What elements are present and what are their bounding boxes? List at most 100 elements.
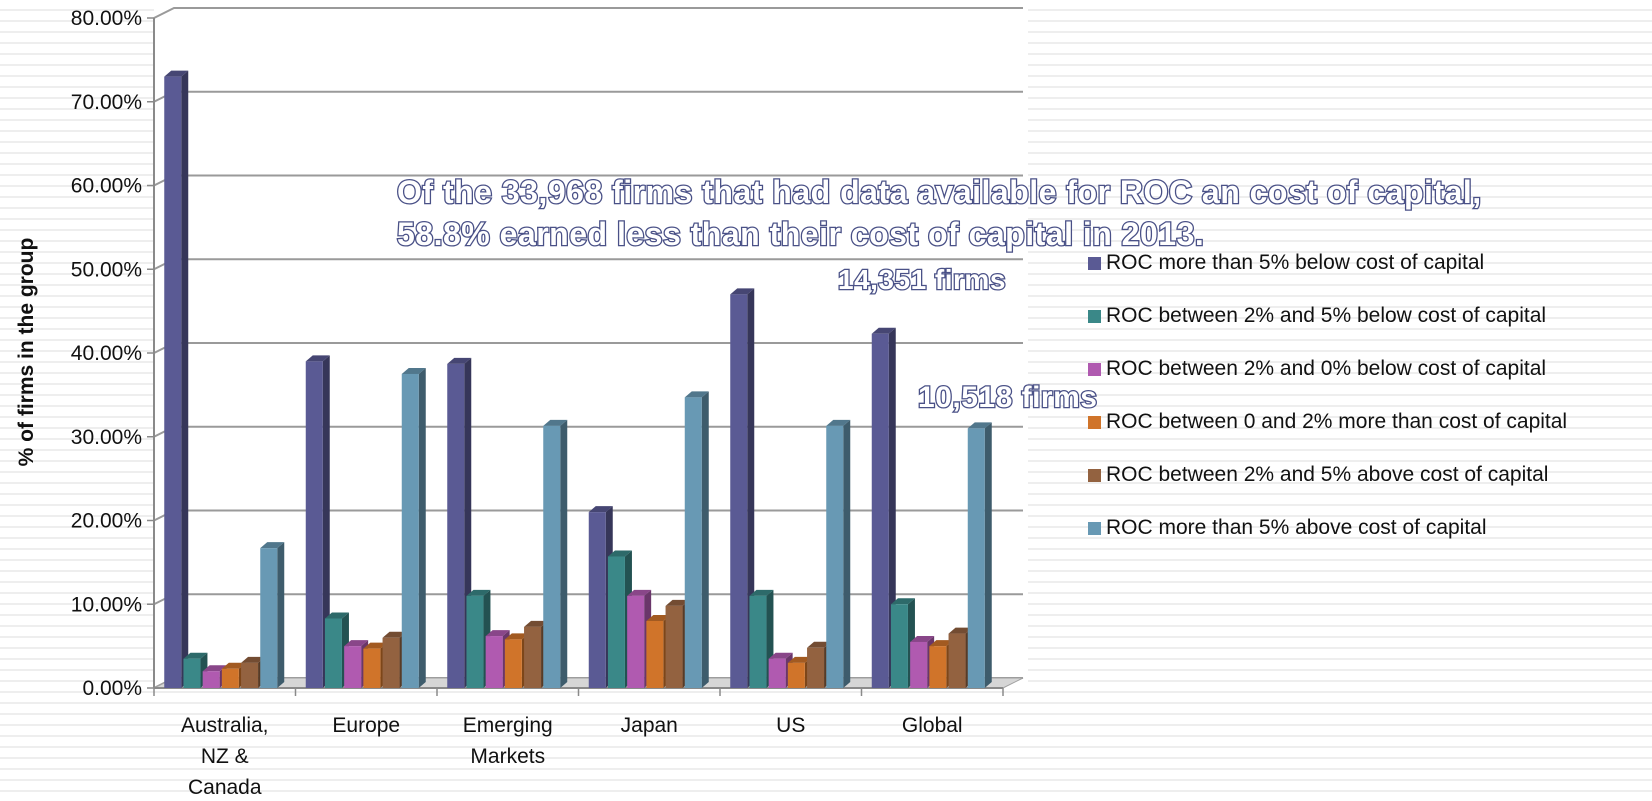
- bar-front: [382, 637, 400, 688]
- legend-swatch: [1088, 522, 1101, 535]
- bar-side: [560, 419, 568, 688]
- bar-front: [749, 595, 767, 688]
- bar: [447, 357, 472, 688]
- bar-front: [524, 626, 542, 688]
- bar: [164, 70, 189, 688]
- bar: [730, 288, 755, 688]
- bar-top: [588, 506, 613, 513]
- firms-above-count-annotation: 10,518 firms: [918, 381, 1097, 414]
- bar-top: [524, 620, 549, 627]
- bar-front: [627, 595, 645, 688]
- bar-front: [466, 595, 484, 688]
- bar-front: [646, 621, 664, 688]
- bar-front: [871, 333, 889, 688]
- y-tick-label: 60.00%: [71, 175, 142, 198]
- bar-top: [401, 367, 426, 374]
- legend-label: ROC more than 5% below cost of capital: [1106, 251, 1484, 274]
- bar-front: [665, 605, 683, 688]
- bar-front: [929, 646, 947, 688]
- x-category-label: Global: [902, 714, 963, 737]
- bar-top: [543, 419, 568, 426]
- legend-label: ROC more than 5% above cost of capital: [1106, 516, 1487, 539]
- bar-top: [221, 662, 246, 669]
- bar-front: [221, 668, 239, 688]
- bar-top: [260, 542, 285, 549]
- bar: [871, 327, 896, 688]
- bar-top: [929, 640, 954, 647]
- gridline: [153, 7, 1023, 19]
- bar-front: [948, 633, 966, 688]
- legend-label: ROC between 2% and 0% below cost of capi…: [1106, 357, 1546, 380]
- bar-front: [730, 294, 748, 688]
- bar: [768, 652, 793, 688]
- bar-front: [260, 548, 278, 688]
- bar-top: [807, 641, 832, 648]
- legend: ROC more than 5% below cost of capital RO…: [1088, 251, 1567, 539]
- bar: [749, 589, 774, 688]
- bar-top: [447, 357, 472, 364]
- bar-front: [607, 556, 625, 688]
- legend-swatch: [1088, 416, 1101, 429]
- bar-top: [164, 70, 189, 77]
- legend-label: ROC between 0 and 2% more than cost of c…: [1106, 410, 1567, 433]
- bar-top: [363, 642, 388, 649]
- bar-front: [164, 76, 182, 688]
- bar-top: [967, 422, 992, 429]
- bar-side: [418, 367, 426, 688]
- bar-front: [401, 373, 419, 688]
- bar-front: [543, 425, 561, 688]
- bar-top: [466, 589, 491, 596]
- bar: [967, 422, 992, 688]
- bar-side: [984, 422, 992, 688]
- bar-side: [888, 327, 896, 688]
- x-category-label: Australia, NZ & Canada: [181, 714, 269, 799]
- x-category-label: US: [776, 714, 805, 737]
- bar-front: [807, 647, 825, 688]
- bar-top: [787, 656, 812, 663]
- bar-top: [910, 635, 935, 642]
- bar-top: [241, 656, 266, 663]
- bar-front: [588, 512, 606, 688]
- bar-front: [241, 662, 259, 688]
- y-axis-title: % of firms in the group: [15, 238, 38, 467]
- bar-top: [202, 665, 227, 672]
- bar-top: [768, 652, 793, 659]
- bar-side: [701, 391, 709, 688]
- legend-item: ROC between 2% and 5% above cost of capi…: [1088, 463, 1548, 486]
- firms-below-count-annotation: 14,351 firms: [838, 264, 1006, 295]
- bar-top: [730, 288, 755, 295]
- bar-top: [607, 550, 632, 557]
- bar-front: [447, 363, 465, 688]
- legend-swatch: [1088, 257, 1101, 270]
- bar-top: [890, 598, 915, 605]
- bar-top: [948, 627, 973, 634]
- bar-front: [305, 361, 323, 688]
- bar-front: [890, 604, 908, 688]
- bar-side: [747, 288, 755, 688]
- bar-side: [277, 542, 285, 688]
- legend-item: ROC between 2% and 5% below cost of capi…: [1088, 304, 1546, 327]
- bar-top: [627, 589, 652, 596]
- bar: [890, 598, 915, 688]
- bar: [305, 355, 330, 688]
- bar-front: [826, 425, 844, 688]
- bar: [260, 542, 285, 688]
- y-tick-label: 80.00%: [71, 7, 142, 30]
- bar: [401, 367, 426, 688]
- y-tick-label: 40.00%: [71, 342, 142, 365]
- y-tick-label: 50.00%: [71, 258, 142, 281]
- legend-item: ROC more than 5% below cost of capital: [1088, 251, 1484, 274]
- bar-top: [183, 652, 208, 659]
- y-tick-label: 70.00%: [71, 91, 142, 114]
- y-tick-label: 0.00%: [82, 677, 142, 700]
- bar-top: [871, 327, 896, 334]
- bar-top: [646, 615, 671, 621]
- bar-front: [363, 648, 381, 688]
- legend-item: ROC between 0 and 2% more than cost of c…: [1088, 410, 1567, 433]
- bar-top: [382, 631, 407, 638]
- x-category-label: Emerging Markets: [463, 714, 553, 768]
- bar: [826, 419, 851, 688]
- legend-swatch: [1088, 469, 1101, 482]
- legend-label: ROC between 2% and 5% above cost of capi…: [1106, 463, 1548, 486]
- y-tick-label: 10.00%: [71, 593, 142, 616]
